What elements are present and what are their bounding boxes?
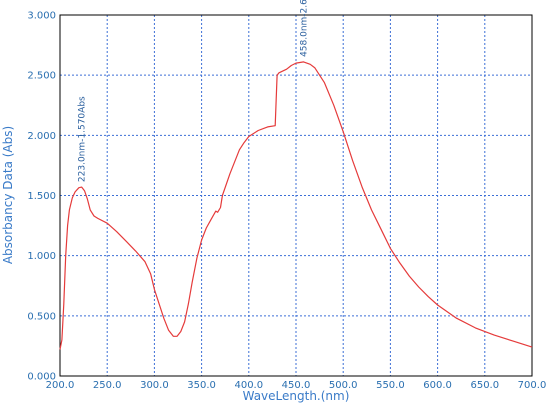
- y-tick-label: 3.000: [27, 11, 56, 22]
- plot-frame: [59, 14, 533, 377]
- x-tick-label: 350.0: [187, 380, 216, 391]
- y-tick-label: 1.000: [27, 251, 56, 262]
- x-tick-labels: 200.0 250.0 300.0 350.0 400.0 450.0 500.0 550.0…: [46, 380, 547, 391]
- peak-annotation-label: 458.0nm-2.61: [300, 0, 310, 57]
- y-tick-label: 1.500: [27, 191, 56, 202]
- series-layer: [59, 61, 533, 350]
- y-tick-labels: 0.000 0.500 1.000 1.500 2.000 2.500 3.000: [27, 11, 56, 383]
- grid-lines: [60, 15, 532, 376]
- y-tick-label: 0.500: [27, 311, 56, 322]
- x-tick-label: 500.0: [329, 380, 358, 391]
- y-tick-label: 2.500: [27, 71, 56, 82]
- absorbance-series-line: [59, 61, 533, 350]
- y-tick-label: 0.000: [27, 372, 56, 383]
- peak-annotations: 223.0nm-1.570Abs 458.0nm-2.61: [78, 0, 310, 182]
- x-tick-label: 550.0: [376, 380, 405, 391]
- y-axis-title: Absorbancy Data (Abs): [1, 126, 15, 264]
- x-tick-label: 250.0: [93, 380, 122, 391]
- y-tick-label: 2.000: [27, 131, 56, 142]
- peak-annotation-label: 223.0nm-1.570Abs: [78, 96, 88, 182]
- x-tick-label: 600.0: [423, 380, 452, 391]
- x-tick-label: 450.0: [282, 380, 311, 391]
- x-tick-label: 700.0: [518, 380, 547, 391]
- x-tick-label: 650.0: [470, 380, 499, 391]
- x-tick-label: 400.0: [234, 380, 263, 391]
- x-tick-label: 300.0: [140, 380, 169, 391]
- x-axis-title: WaveLength.(nm): [243, 389, 350, 403]
- x-tick-label: 200.0: [46, 380, 75, 391]
